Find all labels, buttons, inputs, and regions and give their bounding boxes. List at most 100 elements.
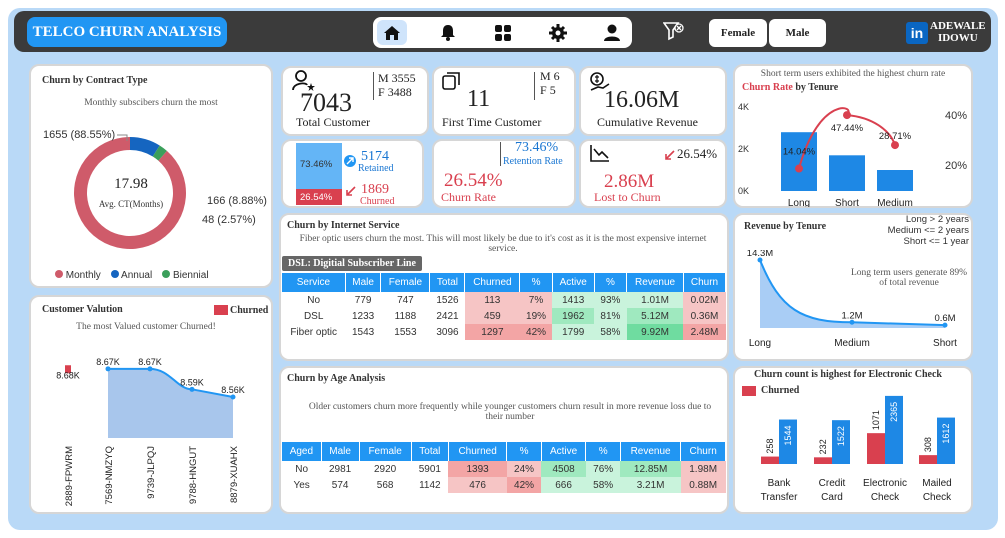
filter-female-button[interactable]: Female: [709, 19, 767, 47]
table-cell: 76%: [585, 461, 621, 477]
first-time-value: 11: [467, 86, 491, 112]
valuation-point[interactable]: [189, 386, 195, 392]
profile-button[interactable]: [597, 20, 627, 45]
settings-button[interactable]: [543, 20, 573, 45]
table-row[interactable]: Yes 574 568 1142 476 42% 666 58% 3.21M 0.88M: [282, 477, 726, 493]
first-time-icon: [442, 72, 460, 90]
churned-bar[interactable]: [814, 457, 832, 464]
tenure-bar[interactable]: [781, 132, 817, 191]
churned-label: Churned: [360, 196, 395, 207]
table-row[interactable]: Fiber optic 1543 1553 3096 1297 42% 1799 58% 9.9…: [282, 324, 726, 340]
y-tick-left: 2K: [738, 144, 749, 154]
table-cell: 1.98M: [680, 461, 726, 477]
column-header[interactable]: Male: [345, 273, 382, 292]
table-cell: Fiber optic: [290, 326, 338, 338]
churn-rate-label: Churn Rate: [441, 190, 496, 204]
x-tick: Mailed Check: [922, 478, 952, 503]
retention-bar: 73.46% 26.54%: [296, 143, 342, 205]
column-header[interactable]: %: [585, 442, 621, 461]
column-header[interactable]: %: [519, 273, 553, 292]
filter-male-button[interactable]: Male: [769, 19, 826, 47]
revenue-line: [759, 259, 946, 327]
table-cell: 2981: [329, 463, 352, 475]
table-cell: 568: [376, 479, 394, 491]
churned-bar[interactable]: [919, 455, 937, 464]
valuation-point[interactable]: [230, 394, 236, 400]
active-bar[interactable]: [779, 419, 797, 464]
column-header[interactable]: Aged: [282, 442, 322, 461]
column-header[interactable]: Revenue: [620, 442, 682, 461]
contract-donut: [74, 137, 186, 249]
trend-down-icon: [590, 145, 609, 162]
column-header[interactable]: Total: [429, 273, 466, 292]
author-name: ADEWALE IDOWU: [930, 20, 986, 44]
tenure-bar[interactable]: [877, 170, 913, 191]
label-biennial: 48 (2.57%): [202, 214, 256, 226]
notifications-button[interactable]: [433, 20, 463, 45]
tenure-bar[interactable]: [829, 155, 865, 191]
table-row[interactable]: No 779 747 1526 113 7% 1413 93% 1.01M 0.02M: [282, 292, 726, 308]
valuation-label: 8.56K: [221, 385, 245, 395]
column-header[interactable]: %: [506, 442, 542, 461]
valuation-point[interactable]: [147, 366, 153, 372]
label-monthly: 1655 (88.55%): [43, 129, 116, 141]
revenue-point[interactable]: [849, 319, 855, 325]
table-cell: 1543: [351, 326, 375, 338]
payment-legend: Churned: [761, 385, 800, 396]
legend-biennial: Biennial: [162, 270, 209, 281]
column-header[interactable]: Active: [552, 273, 595, 292]
churn-rate-point[interactable]: [891, 141, 899, 150]
y-tick-right: 40%: [945, 110, 967, 122]
churned-bar[interactable]: [761, 456, 779, 464]
column-header[interactable]: Total: [411, 442, 449, 461]
internet-table: Service Male Female Total Churned% Active% Rev…: [282, 273, 727, 340]
churn-rate-point[interactable]: [843, 111, 851, 120]
tenure-revenue-title: Revenue by Tenure: [744, 221, 827, 232]
churn-rate-point[interactable]: [795, 164, 803, 173]
column-header[interactable]: %: [594, 273, 628, 292]
active-bar[interactable]: [885, 395, 903, 464]
home-button[interactable]: [377, 20, 407, 45]
churn-rate-label: 14.04%: [783, 147, 816, 158]
kpi-divider: [534, 72, 535, 100]
bell-icon: [441, 25, 455, 41]
column-header[interactable]: Churned: [448, 442, 508, 461]
table-row[interactable]: DSL 1233 1188 2421 459 19% 1962 81% 5.12M 0.36M: [282, 308, 726, 324]
donut-slice-monthly[interactable]: [74, 137, 186, 249]
table-cell: 42%: [519, 324, 553, 340]
table-cell: 0.88M: [680, 477, 726, 493]
valuation-label: 8.59K: [180, 377, 204, 387]
clear-filter-button[interactable]: [662, 21, 685, 46]
column-header[interactable]: Churned: [464, 273, 521, 292]
lost-label: Lost to Churn: [594, 190, 661, 204]
table-cell: Yes: [293, 479, 310, 491]
age-table: Aged Male Female Total Churned% Active% Revenu…: [282, 442, 726, 493]
column-header[interactable]: Churn: [683, 273, 727, 292]
donut-slice-annual[interactable]: [130, 137, 160, 157]
table-row[interactable]: No 2981 2920 5901 1393 24% 4508 76% 12.85M 1.98M: [282, 461, 726, 477]
column-header[interactable]: Female: [359, 442, 412, 461]
active-label: 1544: [783, 426, 793, 446]
active-bar[interactable]: [832, 420, 850, 464]
donut-slice-biennial[interactable]: [152, 145, 167, 161]
column-header[interactable]: Active: [541, 442, 587, 461]
customer-id-label: 7569-NMZYQ: [104, 446, 115, 505]
linkedin-icon[interactable]: in: [906, 22, 928, 44]
revenue-point[interactable]: [757, 257, 763, 263]
payment-title: Churn count is highest for Electronic Ch…: [754, 369, 942, 380]
apps-button[interactable]: [488, 20, 518, 45]
churned-marker[interactable]: [65, 365, 71, 374]
active-bar[interactable]: [937, 417, 955, 464]
table-cell: 1188: [394, 310, 417, 322]
churned-bar[interactable]: [867, 433, 885, 464]
column-header[interactable]: Female: [380, 273, 431, 292]
table-cell: 24%: [506, 461, 542, 477]
valuation-point[interactable]: [105, 366, 111, 372]
column-header[interactable]: Male: [321, 442, 360, 461]
table-cell: 81%: [594, 308, 627, 324]
x-tick: Credit Card: [819, 478, 846, 503]
column-header[interactable]: Service: [282, 273, 346, 292]
column-header[interactable]: Revenue: [626, 273, 684, 292]
column-header[interactable]: Churn: [680, 442, 726, 461]
revenue-point[interactable]: [942, 322, 948, 328]
